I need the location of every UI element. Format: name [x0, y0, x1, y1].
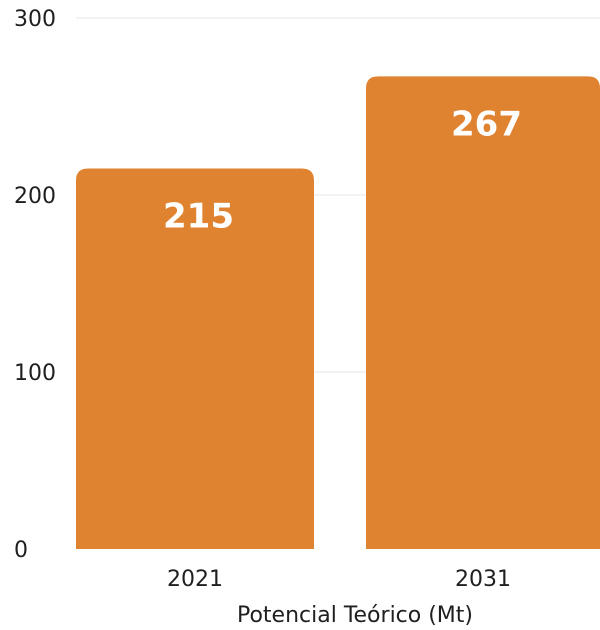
x-tick-label: 2031	[455, 567, 511, 592]
y-tick-label: 0	[14, 538, 28, 563]
data-label-2021: 215	[163, 196, 234, 236]
y-tick-label: 300	[14, 7, 56, 32]
bars: 215 267	[76, 76, 600, 549]
data-label-2031: 267	[451, 104, 522, 144]
bar-2031	[366, 76, 600, 549]
y-tick-label: 100	[14, 361, 56, 386]
y-tick-label: 200	[14, 184, 56, 209]
x-axis-ticks: 2021 2031	[167, 567, 511, 592]
y-axis-ticks: 0 100 200 300	[14, 7, 56, 563]
x-axis-title: Potencial Teórico (Mt)	[237, 603, 473, 628]
bar-2021	[76, 168, 314, 549]
x-tick-label: 2021	[167, 567, 223, 592]
